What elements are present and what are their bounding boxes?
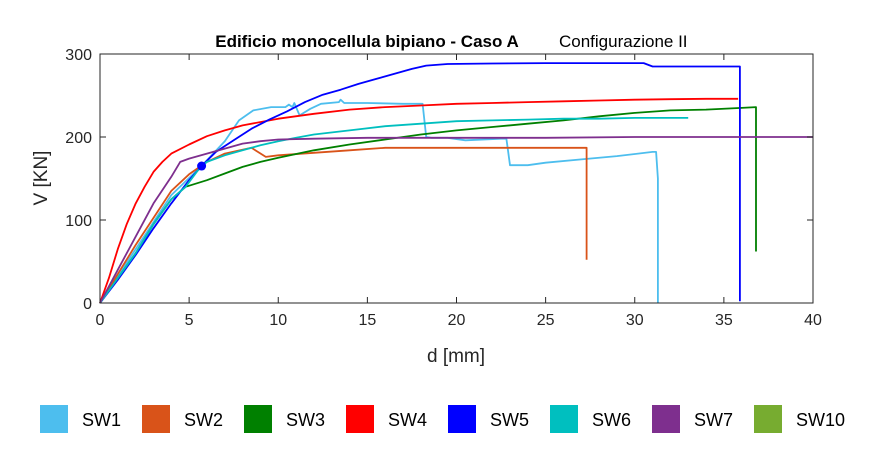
legend-item-sw6: SW6 xyxy=(550,405,631,433)
legend-swatch xyxy=(142,405,170,433)
plot-area: 0 5 10 15 20 25 30 35 40 0 100 200 300 xyxy=(65,47,822,329)
x-tick-label: 5 xyxy=(185,312,194,329)
legend-label: SW4 xyxy=(388,410,427,430)
series-line-sw4 xyxy=(99,97,739,304)
legend-item-sw4: SW4 xyxy=(346,405,427,433)
legend-label: SW10 xyxy=(796,410,845,430)
chart-subtitle: Configurazione II xyxy=(559,32,688,51)
data-marker xyxy=(197,161,207,171)
series-line-sw6 xyxy=(99,117,689,304)
x-tick-label: 0 xyxy=(96,312,105,329)
legend-swatch xyxy=(346,405,374,433)
x-tick-label: 15 xyxy=(358,312,376,329)
y-tick-label: 100 xyxy=(65,213,92,230)
x-tick-label: 20 xyxy=(448,312,466,329)
chart-title: Edificio monocellula bipiano - Caso A xyxy=(215,32,519,51)
legend: SW1 SW2 SW3 SW4 SW5 SW6 SW7 SW10 xyxy=(40,405,845,433)
series-line-sw2 xyxy=(99,146,588,304)
plot-background xyxy=(100,54,813,303)
legend-swatch xyxy=(448,405,476,433)
legend-item-sw5: SW5 xyxy=(448,405,529,433)
legend-label: SW2 xyxy=(184,410,223,430)
legend-label: SW5 xyxy=(490,410,529,430)
series-line-sw1 xyxy=(99,98,659,304)
legend-swatch xyxy=(754,405,782,433)
series-line-sw5 xyxy=(99,62,741,304)
y-tick-label: 200 xyxy=(65,130,92,147)
legend-item-sw3: SW3 xyxy=(244,405,325,433)
legend-item-sw2: SW2 xyxy=(142,405,223,433)
legend-label: SW6 xyxy=(592,410,631,430)
legend-label: SW3 xyxy=(286,410,325,430)
x-tick-label: 10 xyxy=(269,312,287,329)
legend-label: SW1 xyxy=(82,410,121,430)
x-tick-label: 25 xyxy=(537,312,555,329)
x-tick-label: 40 xyxy=(804,312,822,329)
legend-swatch xyxy=(652,405,680,433)
legend-item-sw1: SW1 xyxy=(40,405,121,433)
x-tick-label: 30 xyxy=(626,312,644,329)
y-tick-label: 0 xyxy=(83,296,92,313)
x-tick-label: 35 xyxy=(715,312,733,329)
legend-swatch xyxy=(244,405,272,433)
legend-item-sw10: SW10 xyxy=(754,405,845,433)
series-line-sw7 xyxy=(99,136,813,304)
y-axis-title: V [KN] xyxy=(31,151,52,206)
y-tick-label: 300 xyxy=(65,47,92,64)
legend-item-sw7: SW7 xyxy=(652,405,733,433)
legend-swatch xyxy=(40,405,68,433)
x-axis-title: d [mm] xyxy=(427,346,485,367)
legend-label: SW7 xyxy=(694,410,733,430)
legend-swatch xyxy=(550,405,578,433)
